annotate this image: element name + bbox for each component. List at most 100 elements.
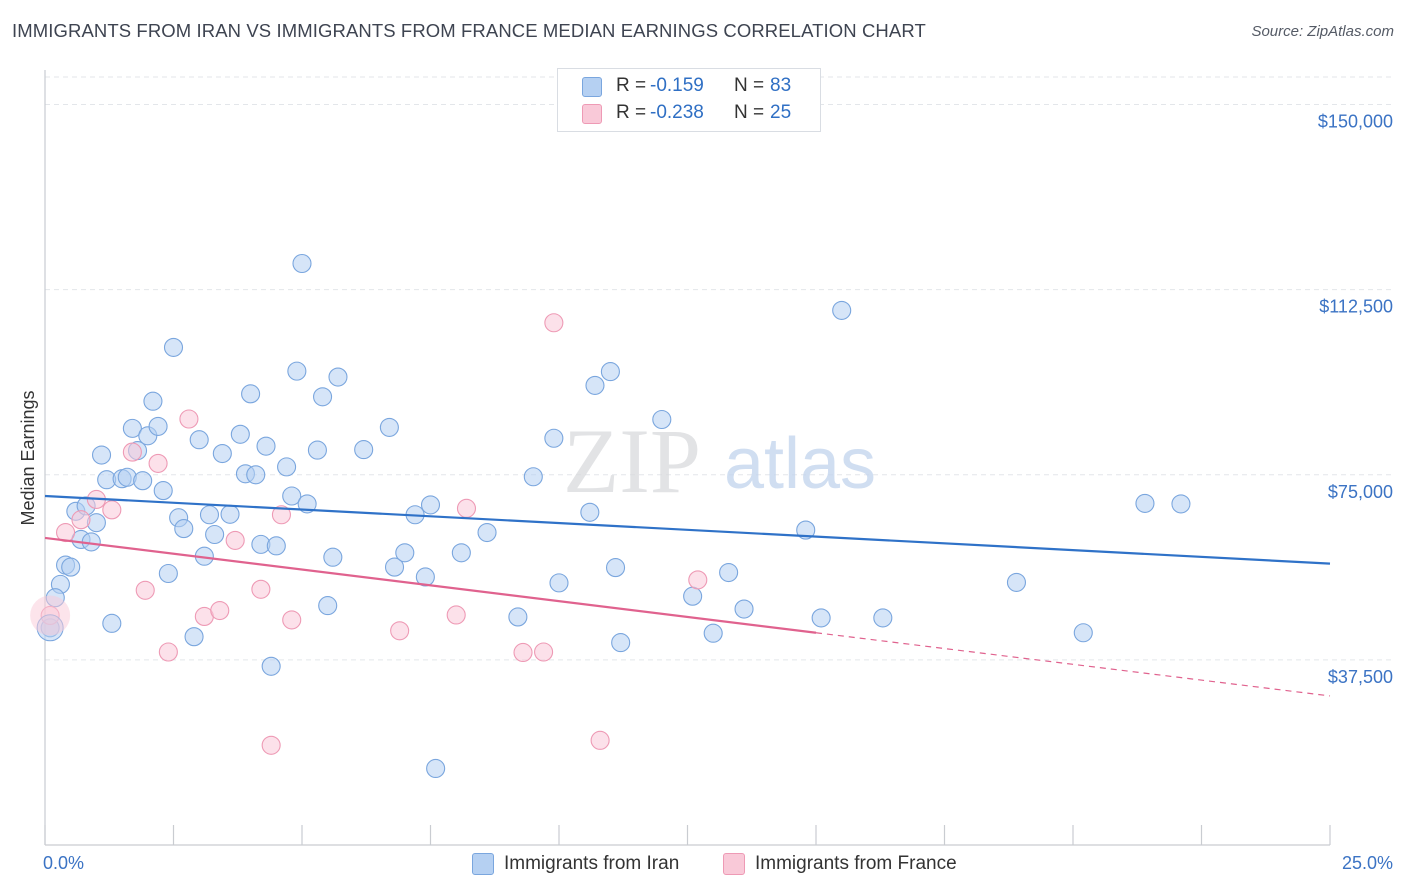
data-point bbox=[379, 417, 399, 437]
x-tick-labels: 0.0% 25.0% bbox=[43, 853, 1393, 873]
bottom-legend-swatch-iran bbox=[472, 853, 494, 875]
data-point bbox=[873, 608, 893, 628]
data-point bbox=[61, 557, 81, 577]
data-point bbox=[534, 642, 554, 662]
data-point bbox=[71, 510, 91, 530]
data-point bbox=[390, 621, 410, 641]
x-tick-label: 0.0% bbox=[43, 853, 84, 873]
legend-swatch-iran bbox=[582, 77, 602, 97]
bottom-legend-label-iran: Immigrants from Iran bbox=[504, 853, 680, 874]
data-point bbox=[508, 607, 528, 627]
legend-n-value: 25 bbox=[770, 102, 792, 123]
data-point bbox=[313, 387, 333, 407]
data-point bbox=[86, 513, 106, 533]
y-tick-label: $112,500 bbox=[1319, 297, 1393, 317]
data-point bbox=[1073, 623, 1093, 643]
data-point bbox=[30, 595, 71, 636]
data-point bbox=[143, 391, 163, 411]
data-point bbox=[163, 337, 184, 357]
data-point bbox=[1135, 493, 1155, 513]
data-point bbox=[282, 486, 302, 506]
data-point bbox=[1006, 572, 1027, 592]
data-point bbox=[395, 543, 415, 563]
data-point bbox=[683, 586, 703, 606]
legend-r-value: -0.159 bbox=[650, 75, 704, 96]
data-point bbox=[158, 563, 178, 584]
data-point bbox=[446, 605, 466, 625]
x-tick-label: 25.0% bbox=[1342, 853, 1393, 873]
data-point bbox=[184, 627, 204, 647]
data-point bbox=[523, 467, 543, 487]
data-point bbox=[122, 442, 142, 462]
data-point bbox=[719, 562, 739, 583]
series-france bbox=[40, 313, 708, 755]
chart-title: IMMIGRANTS FROM IRAN VS IMMIGRANTS FROM … bbox=[12, 20, 926, 41]
data-point bbox=[271, 505, 291, 525]
data-point bbox=[205, 524, 225, 545]
data-point bbox=[246, 465, 266, 485]
legend-r-value: -0.238 bbox=[650, 102, 704, 123]
data-point bbox=[703, 623, 723, 643]
legend-swatch-france bbox=[582, 104, 602, 124]
data-point bbox=[456, 498, 477, 518]
data-point bbox=[734, 599, 754, 619]
data-point bbox=[179, 409, 199, 429]
trend-line-france-extension bbox=[815, 632, 1331, 697]
data-point bbox=[580, 502, 600, 522]
legend-n-value: 83 bbox=[770, 75, 792, 96]
data-point bbox=[287, 361, 307, 381]
data-point bbox=[477, 522, 497, 543]
data-point bbox=[420, 495, 441, 515]
data-point bbox=[174, 519, 194, 539]
data-point bbox=[122, 418, 142, 438]
data-point bbox=[102, 500, 122, 520]
legend-n-label: N = bbox=[734, 102, 765, 123]
data-point bbox=[148, 453, 168, 473]
data-point bbox=[513, 642, 533, 663]
data-point bbox=[153, 481, 173, 501]
legend-n-label: N = bbox=[734, 75, 765, 96]
data-point bbox=[544, 428, 564, 448]
data-point bbox=[688, 570, 708, 590]
data-point bbox=[292, 253, 312, 274]
data-point bbox=[135, 580, 155, 600]
legend-r-label: R = bbox=[616, 75, 647, 96]
data-point bbox=[133, 471, 153, 491]
data-point bbox=[220, 504, 240, 524]
data-point bbox=[199, 505, 220, 525]
data-point bbox=[549, 573, 569, 593]
data-point bbox=[426, 758, 446, 779]
data-point bbox=[590, 730, 610, 750]
legend-row-iran: R = -0.159 N = 83 bbox=[558, 74, 820, 100]
bottom-legend-label-france: Immigrants from France bbox=[755, 853, 957, 874]
legend-r-label: R = bbox=[616, 102, 647, 123]
data-point bbox=[1171, 494, 1191, 514]
data-point bbox=[277, 457, 297, 477]
axes bbox=[44, 70, 1331, 846]
data-point bbox=[230, 424, 250, 444]
data-point bbox=[261, 656, 281, 676]
data-point bbox=[585, 375, 605, 395]
data-points bbox=[30, 253, 1191, 779]
y-tick-label: $37,500 bbox=[1328, 667, 1393, 687]
data-point bbox=[354, 440, 374, 460]
y-tick-label: $150,000 bbox=[1318, 112, 1393, 132]
data-point bbox=[323, 547, 343, 567]
data-point bbox=[158, 642, 178, 662]
y-tick-label: $75,000 bbox=[1328, 482, 1393, 502]
watermark-atlas: atlas bbox=[724, 424, 876, 504]
watermark-zip: ZIP bbox=[563, 410, 701, 512]
y-tick-labels: $37,500 $75,000 $112,500 $150,000 bbox=[1318, 112, 1393, 687]
data-point bbox=[328, 367, 348, 387]
data-point bbox=[605, 558, 626, 578]
y-axis-label: Median Earnings bbox=[18, 390, 38, 525]
data-point bbox=[102, 613, 122, 633]
data-point bbox=[796, 520, 816, 540]
data-point bbox=[611, 633, 631, 653]
legend: R = -0.159 N = 83 R = -0.238 N = 25 bbox=[557, 68, 821, 132]
data-point bbox=[282, 610, 302, 630]
data-point bbox=[451, 543, 471, 563]
watermark: ZIP atlas bbox=[563, 410, 876, 512]
data-point bbox=[251, 579, 271, 599]
